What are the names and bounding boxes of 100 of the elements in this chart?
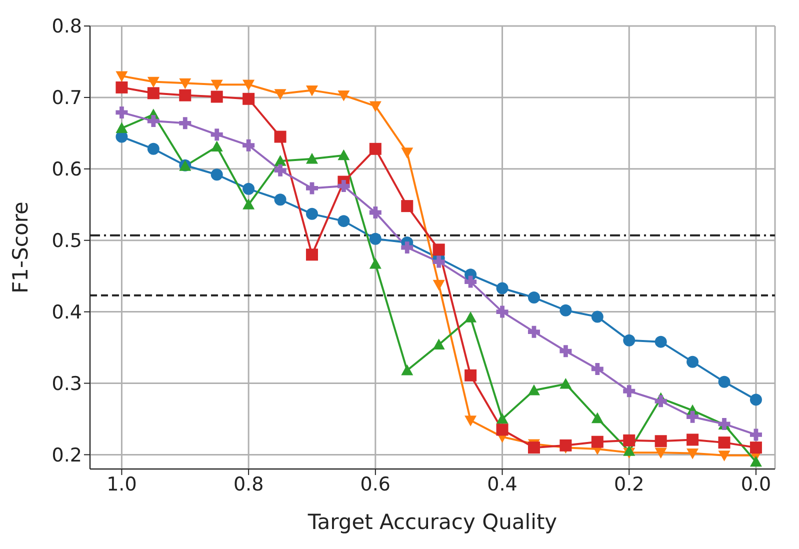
point xyxy=(242,198,255,210)
point xyxy=(147,115,160,128)
point xyxy=(591,310,604,323)
point xyxy=(686,448,699,460)
point xyxy=(369,206,382,218)
point xyxy=(686,410,699,423)
point xyxy=(210,140,223,152)
point xyxy=(274,89,286,100)
point xyxy=(654,435,667,448)
point xyxy=(274,164,286,176)
point xyxy=(338,180,350,192)
point xyxy=(464,312,477,322)
point xyxy=(432,256,445,268)
point xyxy=(179,89,192,102)
point xyxy=(718,376,730,388)
point xyxy=(401,364,414,376)
point xyxy=(116,122,128,133)
point xyxy=(654,448,667,459)
point xyxy=(496,306,508,318)
point xyxy=(179,78,192,90)
point xyxy=(623,434,636,446)
x-tick-label: 0.6 xyxy=(360,473,391,496)
point xyxy=(369,101,382,112)
point xyxy=(338,149,350,160)
point xyxy=(464,276,477,288)
point xyxy=(147,87,160,100)
y-tick-label: 0.5 xyxy=(52,230,82,252)
point xyxy=(116,81,128,94)
y-tick-label: 0.3 xyxy=(52,373,82,396)
point xyxy=(147,142,160,155)
x-tick-label: 0.0 xyxy=(740,473,772,496)
point xyxy=(528,326,540,338)
y-tick-label: 0.4 xyxy=(52,302,82,324)
point xyxy=(654,395,667,408)
point xyxy=(464,369,477,382)
point xyxy=(401,200,414,212)
point xyxy=(654,336,667,348)
x-axis-title: Target Accuracy Quality xyxy=(306,510,558,534)
point xyxy=(496,424,508,436)
point xyxy=(306,248,318,261)
point xyxy=(591,412,604,424)
point xyxy=(242,80,255,91)
point xyxy=(210,128,223,141)
point xyxy=(464,416,477,426)
point xyxy=(623,385,636,398)
point xyxy=(306,152,318,164)
x-tick-label: 0.2 xyxy=(614,473,644,496)
point xyxy=(210,90,223,103)
point xyxy=(560,345,572,358)
point xyxy=(528,384,540,396)
point xyxy=(242,92,255,105)
point xyxy=(369,232,382,245)
point xyxy=(401,242,414,254)
point xyxy=(750,442,762,454)
y-tick-label: 0.7 xyxy=(52,87,82,110)
point xyxy=(147,76,160,88)
point xyxy=(623,445,636,456)
point xyxy=(560,304,572,316)
point xyxy=(560,439,572,452)
point xyxy=(496,282,508,294)
point xyxy=(496,412,508,424)
point xyxy=(179,117,192,130)
y-axis-title: F1-Score xyxy=(8,202,32,294)
point xyxy=(718,436,730,449)
point xyxy=(432,338,445,350)
x-tick-label: 0.8 xyxy=(233,473,264,496)
point xyxy=(274,194,286,206)
point xyxy=(686,356,699,368)
point xyxy=(432,244,445,256)
x-tick-label: 1.0 xyxy=(106,473,137,496)
x-tick-label: 0.4 xyxy=(487,473,518,496)
point xyxy=(750,394,762,406)
point xyxy=(306,208,318,220)
point xyxy=(210,168,223,181)
point xyxy=(623,334,636,346)
point xyxy=(338,215,350,228)
y-tick-label: 0.8 xyxy=(52,16,82,38)
point xyxy=(750,456,762,467)
y-tick-label: 0.6 xyxy=(52,158,82,181)
point xyxy=(686,434,699,446)
point xyxy=(591,436,604,448)
point xyxy=(401,148,414,158)
point xyxy=(528,442,540,454)
y-tick-label: 0.2 xyxy=(52,444,82,466)
point xyxy=(338,90,350,102)
point xyxy=(116,71,128,82)
point xyxy=(306,182,318,194)
point xyxy=(242,182,255,195)
point xyxy=(306,86,318,96)
point xyxy=(750,428,762,441)
point xyxy=(369,258,382,269)
point xyxy=(210,80,223,91)
point xyxy=(560,378,572,389)
point xyxy=(591,362,604,375)
point xyxy=(528,292,540,304)
point xyxy=(274,130,286,143)
point xyxy=(116,106,128,118)
point xyxy=(369,142,382,155)
point xyxy=(718,450,730,462)
point xyxy=(242,139,255,152)
